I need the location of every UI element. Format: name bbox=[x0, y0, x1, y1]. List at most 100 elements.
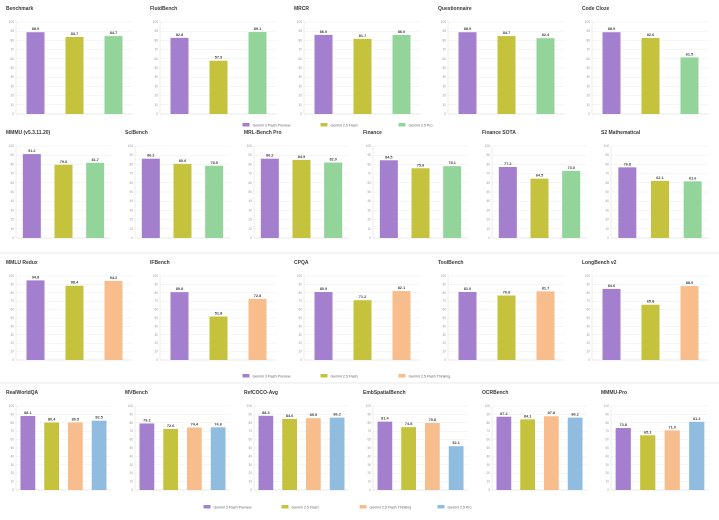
y-tick-label: 30 bbox=[298, 333, 302, 337]
legend-label: Gemini 2.5 Flash Thinking bbox=[409, 374, 451, 378]
y-tick-label: 100 bbox=[9, 274, 15, 278]
y-tick-label: 10 bbox=[367, 227, 371, 231]
bar bbox=[173, 163, 192, 238]
legend-swatch bbox=[398, 374, 406, 378]
chart-panel: EmbSpatialBench 0 10 20 30 40 50 60 70 80 90 100 81.… bbox=[363, 390, 468, 492]
chart-title: LongBench v2 bbox=[582, 260, 617, 266]
chart-panel: IFBench 0 10 20 30 40 50 60 70 80 90 100 80.8 51.8 72.… bbox=[150, 260, 277, 362]
bar-value-label: 71.0 bbox=[669, 425, 676, 429]
y-tick-label: 0 bbox=[12, 112, 14, 116]
bar-value-label: 74.4 bbox=[191, 423, 199, 427]
bar-value-label: 79.8 bbox=[429, 418, 436, 422]
y-tick-label: 90 bbox=[129, 412, 133, 416]
y-tick-label: 90 bbox=[442, 29, 446, 33]
legend-label: Gemini 3 Flash Preview bbox=[253, 374, 291, 378]
bar-value-label: 88.9 bbox=[32, 27, 39, 31]
legend-label: Gemini 3 Flash Preview bbox=[253, 123, 291, 127]
y-tick-label: 90 bbox=[10, 282, 14, 286]
y-tick-label: 20 bbox=[442, 341, 446, 345]
bar bbox=[602, 32, 621, 114]
bar bbox=[139, 423, 155, 490]
bar-value-label: 82.5 bbox=[95, 416, 102, 420]
y-tick-label: 80 bbox=[10, 162, 14, 166]
legend-swatch bbox=[320, 123, 328, 127]
chart-title: Finance SOTA bbox=[482, 130, 516, 136]
bar bbox=[306, 418, 321, 490]
chart-panel: Questionnaire 0 10 20 30 40 50 60 70 80 90 100 88.9 8… bbox=[438, 6, 565, 116]
y-tick-label: 10 bbox=[442, 103, 446, 107]
bar bbox=[379, 160, 398, 238]
chart-title: Benchmark bbox=[6, 6, 33, 12]
y-tick-label: 60 bbox=[10, 438, 14, 442]
y-tick-label: 20 bbox=[154, 341, 158, 345]
legend-swatch bbox=[398, 123, 406, 127]
bar-value-label: 88.9 bbox=[464, 27, 471, 31]
bar-value-label: 57.9 bbox=[215, 56, 222, 60]
y-tick-label: 90 bbox=[586, 29, 590, 33]
chart-title: Code Cloze bbox=[582, 6, 609, 12]
y-tick-label: 60 bbox=[486, 438, 490, 442]
y-tick-label: 30 bbox=[10, 84, 14, 88]
bar bbox=[292, 159, 311, 238]
y-tick-label: 70 bbox=[586, 48, 590, 52]
bar-value-label: 83.7 bbox=[71, 32, 78, 36]
legend-label: Gemini 3 Flash Preview bbox=[214, 505, 252, 509]
bar-value-label: 73.0 bbox=[567, 166, 574, 170]
bar-value-label: 82.8 bbox=[176, 33, 183, 37]
y-tick-label: 20 bbox=[10, 471, 14, 475]
bar-value-label: 72.6 bbox=[167, 424, 174, 428]
chart-title: S2 Mathematical bbox=[601, 130, 641, 136]
y-tick-label: 40 bbox=[298, 75, 302, 79]
y-tick-label: 60 bbox=[486, 181, 490, 185]
chart-title: OCRBench bbox=[482, 390, 508, 396]
y-tick-label: 40 bbox=[486, 454, 490, 458]
y-tick-label: 0 bbox=[156, 112, 158, 116]
y-tick-label: 90 bbox=[367, 153, 371, 157]
y-tick-label: 0 bbox=[369, 236, 371, 240]
bar bbox=[65, 36, 84, 114]
bar-value-label: 94.8 bbox=[32, 275, 39, 279]
bar-value-label: 88.4 bbox=[71, 281, 79, 285]
y-tick-label: 30 bbox=[586, 84, 590, 88]
y-tick-label: 30 bbox=[248, 463, 252, 467]
y-tick-label: 50 bbox=[605, 446, 609, 450]
bar bbox=[641, 304, 660, 360]
chart-panel: CPQA 0 10 20 30 40 50 60 70 80 90 100 80.9 71.2 82.1 bbox=[294, 260, 421, 362]
y-tick-label: 60 bbox=[442, 57, 446, 61]
y-tick-label: 20 bbox=[248, 218, 252, 222]
y-tick-label: 10 bbox=[586, 103, 590, 107]
y-tick-label: 40 bbox=[605, 199, 609, 203]
bar bbox=[26, 280, 45, 360]
bar bbox=[258, 415, 274, 490]
bar bbox=[640, 435, 656, 490]
bar bbox=[392, 291, 411, 360]
y-tick-label: 10 bbox=[486, 480, 490, 484]
bar bbox=[496, 416, 512, 490]
y-tick-label: 30 bbox=[486, 463, 490, 467]
bar-value-label: 84.9 bbox=[298, 155, 305, 159]
y-tick-label: 0 bbox=[444, 358, 446, 362]
y-tick-label: 40 bbox=[10, 454, 14, 458]
bar bbox=[567, 417, 583, 490]
bar bbox=[562, 170, 581, 238]
y-tick-label: 90 bbox=[10, 412, 14, 416]
legend-swatch bbox=[242, 123, 250, 127]
bar-value-label: 80.9 bbox=[320, 287, 327, 291]
bar-value-label: 65.8 bbox=[647, 300, 654, 304]
chart-panel: MMMU (v5.3.11.20) 0 10 20 30 40 50 60 70 80 90 100 9… bbox=[6, 130, 111, 240]
chart-panel: MMMU-Pro 0 10 20 30 40 50 60 70 80 90 100 73.8 65.1 71… bbox=[601, 390, 709, 492]
bar-value-label: 51.8 bbox=[215, 311, 222, 315]
y-tick-label: 30 bbox=[129, 208, 133, 212]
y-tick-label: 70 bbox=[248, 429, 252, 433]
y-tick-label: 10 bbox=[248, 480, 252, 484]
legend-label: Gemini 2.5 Flash Thinking bbox=[370, 505, 412, 509]
bar-value-label: 82.4 bbox=[542, 33, 550, 37]
y-tick-label: 80 bbox=[248, 421, 252, 425]
y-tick-label: 20 bbox=[129, 471, 133, 475]
y-tick-label: 30 bbox=[298, 84, 302, 88]
y-tick-label: 100 bbox=[128, 404, 134, 408]
bar bbox=[536, 291, 555, 360]
y-tick-label: 40 bbox=[367, 454, 371, 458]
y-tick-label: 0 bbox=[12, 488, 14, 492]
bar bbox=[536, 38, 555, 114]
